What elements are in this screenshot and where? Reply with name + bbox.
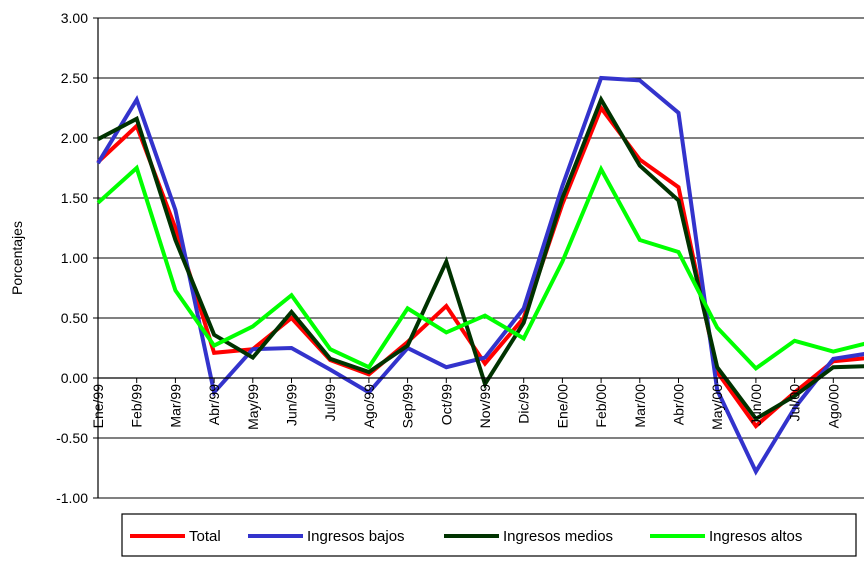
y-tick-label: 2.50 (61, 70, 88, 86)
x-tick-label: Mar/00 (632, 384, 648, 428)
legend-label: Total (189, 528, 221, 545)
y-tick-label: 0.50 (61, 310, 88, 326)
y-tick-label: -0.50 (56, 430, 88, 446)
x-tick-label: Abr/99 (206, 384, 222, 425)
y-tick-labels: 3.00 2.50 2.00 1.50 1.00 0.50 0.00 -0.50 -1.00 (56, 10, 88, 506)
x-tick-label: Jul/00 (787, 384, 803, 422)
y-axis-title: Porcentajes (9, 221, 25, 295)
x-tick-label: Ago/00 (825, 384, 841, 429)
y-tick-label: 0.00 (61, 370, 88, 386)
x-tick-label: May/99 (245, 384, 261, 430)
x-tick-label: Ene/99 (90, 384, 106, 429)
x-tick-label: May/00 (709, 384, 725, 430)
series-line-ingresos-altos (96, 164, 864, 372)
y-tick-label: 3.00 (61, 10, 88, 26)
series-line-total (96, 103, 864, 429)
x-tick-label: Ene/00 (554, 384, 570, 429)
series-line-ingresos-medios (97, 95, 864, 422)
legend-label: Ingresos bajos (307, 528, 405, 545)
axes (93, 17, 864, 499)
x-tick-label: Feb/99 (129, 384, 145, 428)
x-tick-label: Nov/99 (477, 384, 493, 429)
x-tick-label: Jun/00 (748, 384, 764, 426)
x-tick-label: Jul/99 (322, 384, 338, 422)
y-tick-label: 1.00 (61, 250, 88, 266)
x-tick-labels: Ene/99 Feb/99 Mar/99 Abr/99 May/99 Jun/99 Jul/… (90, 384, 841, 430)
x-tick-label: Abr/00 (671, 384, 687, 425)
x-tick-label: Oct/99 (438, 384, 454, 425)
legend: Total Ingresos bajos Ingresos medios Ingres… (121, 513, 857, 557)
y-tick-label: -1.00 (56, 490, 88, 506)
x-tick-label: Mar/99 (167, 384, 183, 428)
legend-label: Ingresos altos (709, 528, 802, 545)
legend-label: Ingresos medios (503, 528, 613, 545)
y-tick-label: 2.00 (61, 130, 88, 146)
x-tick-label: Jun/99 (284, 384, 300, 426)
x-tick-label: Sep/99 (400, 384, 416, 429)
y-tick-label: 1.50 (61, 190, 88, 206)
x-tick-label: Feb/00 (593, 384, 609, 428)
x-tick-label: Dic/99 (516, 384, 532, 424)
x-tick-label: Ago/99 (361, 384, 377, 429)
